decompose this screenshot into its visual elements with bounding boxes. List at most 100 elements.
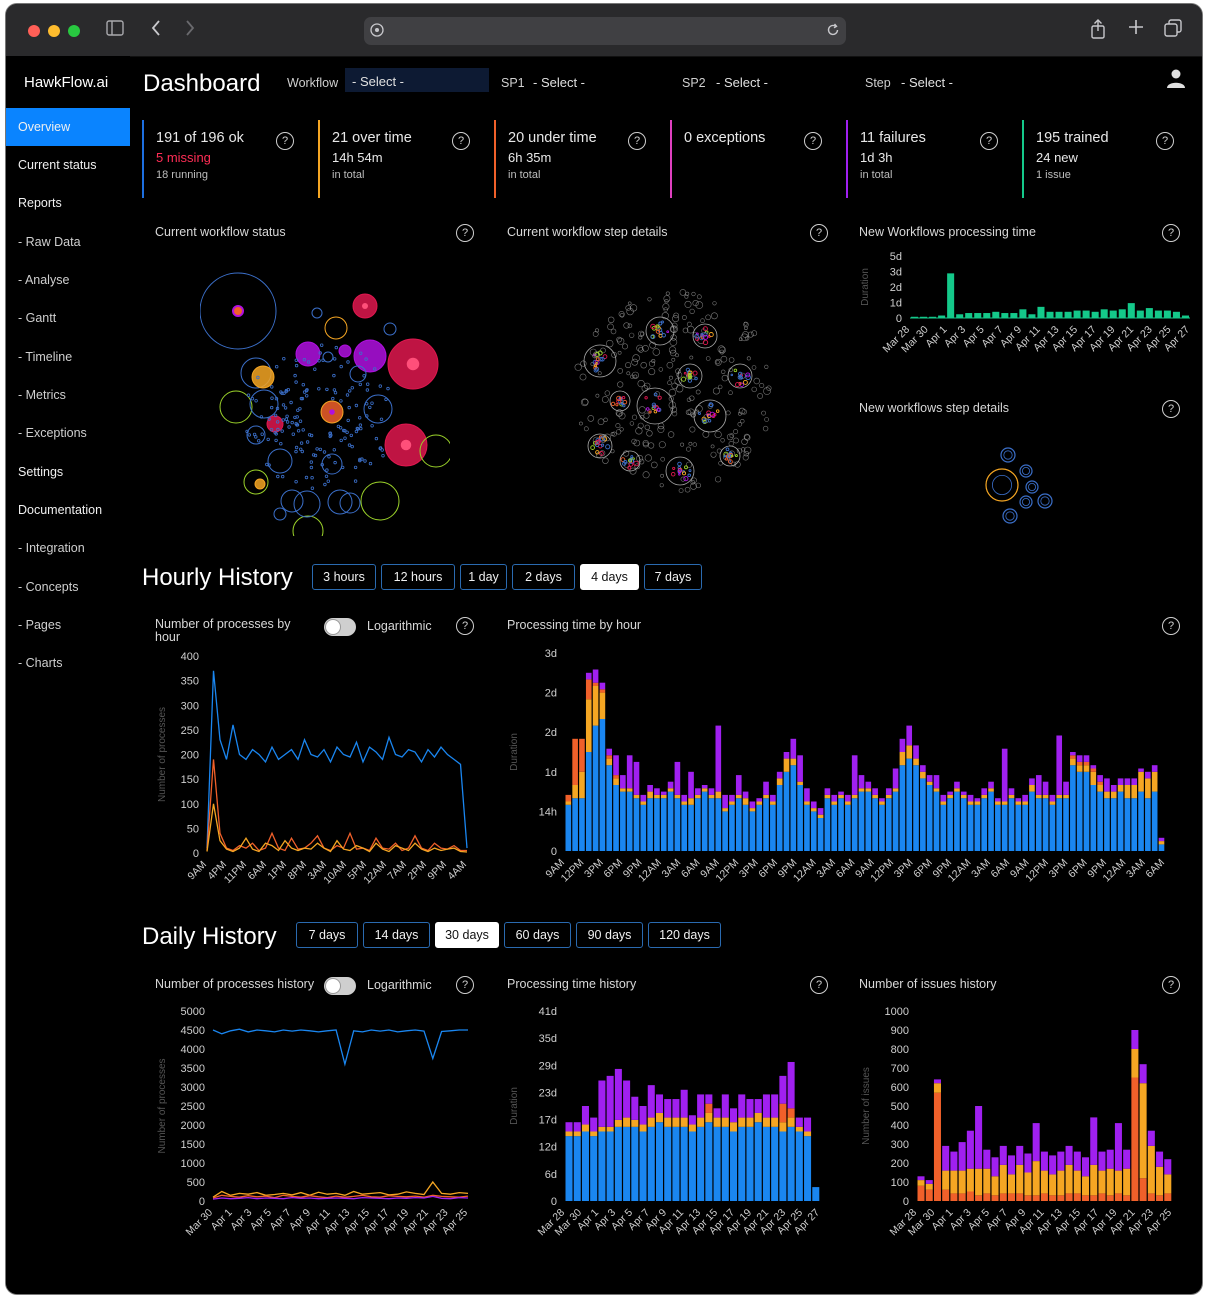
bubble[interactable] xyxy=(293,490,321,518)
sidebar-item[interactable]: Reports xyxy=(18,196,62,210)
bar-segment[interactable] xyxy=(991,1176,999,1196)
brand-logo[interactable]: HawkFlow.ai xyxy=(24,74,109,91)
bar-segment[interactable] xyxy=(906,725,913,746)
bar-segment[interactable] xyxy=(797,785,803,851)
bubble[interactable] xyxy=(677,363,703,389)
bar-segment[interactable] xyxy=(933,1092,941,1201)
bar-segment[interactable] xyxy=(983,1168,991,1194)
bar-segment[interactable] xyxy=(783,771,790,851)
bar-segment[interactable] xyxy=(942,1145,950,1171)
bar[interactable] xyxy=(947,273,955,318)
bar-segment[interactable] xyxy=(1090,1195,1098,1201)
bar-segment[interactable] xyxy=(920,778,926,851)
bar-segment[interactable] xyxy=(623,1126,631,1201)
bar-segment[interactable] xyxy=(640,804,647,851)
bar-segment[interactable] xyxy=(730,1108,738,1123)
bar-segment[interactable] xyxy=(1098,1151,1106,1171)
bar-segment[interactable] xyxy=(1123,1168,1131,1196)
bar-segment[interactable] xyxy=(975,1106,983,1169)
bar-segment[interactable] xyxy=(1117,785,1124,792)
bar-segment[interactable] xyxy=(756,798,763,802)
bar-segment[interactable] xyxy=(655,1112,664,1123)
range-button[interactable]: 60 days xyxy=(504,922,571,948)
current-status-bubble-chart[interactable] xyxy=(200,261,450,536)
address-bar[interactable] xyxy=(364,17,846,45)
range-button[interactable]: 14 days xyxy=(363,922,430,948)
bar-segment[interactable] xyxy=(966,1130,974,1169)
bar[interactable] xyxy=(1172,311,1180,318)
bubble[interactable] xyxy=(1019,464,1033,478)
bar-segment[interactable] xyxy=(1022,804,1028,851)
bar-segment[interactable] xyxy=(735,794,742,799)
bar-segment[interactable] xyxy=(674,761,681,795)
bar-segment[interactable] xyxy=(988,791,994,851)
bar-segment[interactable] xyxy=(647,798,653,851)
bar-segment[interactable] xyxy=(664,1126,672,1201)
bar-segment[interactable] xyxy=(1063,794,1069,799)
close-window-button[interactable] xyxy=(28,25,40,37)
site-info-icon[interactable] xyxy=(370,23,384,42)
bar-segment[interactable] xyxy=(654,788,660,795)
bar-segment[interactable] xyxy=(810,801,817,809)
bar-segment[interactable] xyxy=(787,1126,795,1201)
bar-segment[interactable] xyxy=(749,801,756,809)
bar-segment[interactable] xyxy=(1070,752,1076,756)
bar-segment[interactable] xyxy=(572,785,578,799)
bar-segment[interactable] xyxy=(940,794,947,802)
bar-segment[interactable] xyxy=(812,1187,820,1201)
bubble[interactable] xyxy=(419,434,450,468)
series-line[interactable] xyxy=(206,759,467,852)
bar-segment[interactable] xyxy=(1114,1123,1122,1171)
bar-segment[interactable] xyxy=(713,1126,721,1201)
bar-segment[interactable] xyxy=(708,794,715,799)
sidebar-item[interactable]: Overview xyxy=(6,108,130,146)
bubble[interactable] xyxy=(292,515,324,536)
bar-segment[interactable] xyxy=(1022,794,1028,802)
help-icon[interactable]: ? xyxy=(1156,132,1174,150)
kpi-card[interactable]: 21 over time 14h 54m in total xyxy=(318,120,478,198)
bar-segment[interactable] xyxy=(804,804,810,851)
bar-segment[interactable] xyxy=(1032,1161,1040,1196)
bar-segment[interactable] xyxy=(838,798,844,851)
bar[interactable] xyxy=(938,315,946,318)
bar-segment[interactable] xyxy=(722,808,728,812)
bar-segment[interactable] xyxy=(770,801,776,805)
bar-segment[interactable] xyxy=(1076,771,1083,851)
bar-segment[interactable] xyxy=(697,1126,705,1201)
bar-segment[interactable] xyxy=(715,725,722,792)
bar-segment[interactable] xyxy=(705,1103,713,1113)
bar-segment[interactable] xyxy=(715,798,722,851)
help-icon[interactable]: ? xyxy=(810,224,828,242)
step-select[interactable]: - Select - xyxy=(901,75,954,90)
bar-segment[interactable] xyxy=(1083,771,1090,851)
bar-segment[interactable] xyxy=(1123,1149,1131,1169)
bar-segment[interactable] xyxy=(756,801,763,805)
bar-segment[interactable] xyxy=(680,1126,688,1201)
bar-segment[interactable] xyxy=(738,1126,746,1201)
bar-segment[interactable] xyxy=(1083,755,1090,762)
bar-segment[interactable] xyxy=(1138,771,1144,792)
bar-segment[interactable] xyxy=(572,798,578,851)
bar-segment[interactable] xyxy=(988,788,994,792)
help-icon[interactable]: ? xyxy=(1162,976,1180,994)
bar-segment[interactable] xyxy=(763,798,769,851)
bar-segment[interactable] xyxy=(981,798,988,851)
bar-segment[interactable] xyxy=(614,1126,622,1201)
hourly-log-toggle[interactable] xyxy=(324,618,356,636)
bar-segment[interactable] xyxy=(1156,1195,1164,1201)
sidebar-item[interactable]: - Raw Data xyxy=(18,235,81,249)
bubble[interactable] xyxy=(360,481,400,521)
bar-segment[interactable] xyxy=(626,788,633,792)
bar-segment[interactable] xyxy=(1104,778,1110,792)
bar-segment[interactable] xyxy=(892,788,899,792)
bar-segment[interactable] xyxy=(940,801,947,805)
bar-segment[interactable] xyxy=(749,811,756,851)
bar-segment[interactable] xyxy=(865,788,872,792)
bubble[interactable] xyxy=(321,453,343,475)
bar-segment[interactable] xyxy=(804,788,810,802)
bar-segment[interactable] xyxy=(879,798,885,802)
bar-segment[interactable] xyxy=(804,1136,812,1201)
bar-segment[interactable] xyxy=(770,804,776,851)
bar[interactable] xyxy=(1037,306,1045,318)
